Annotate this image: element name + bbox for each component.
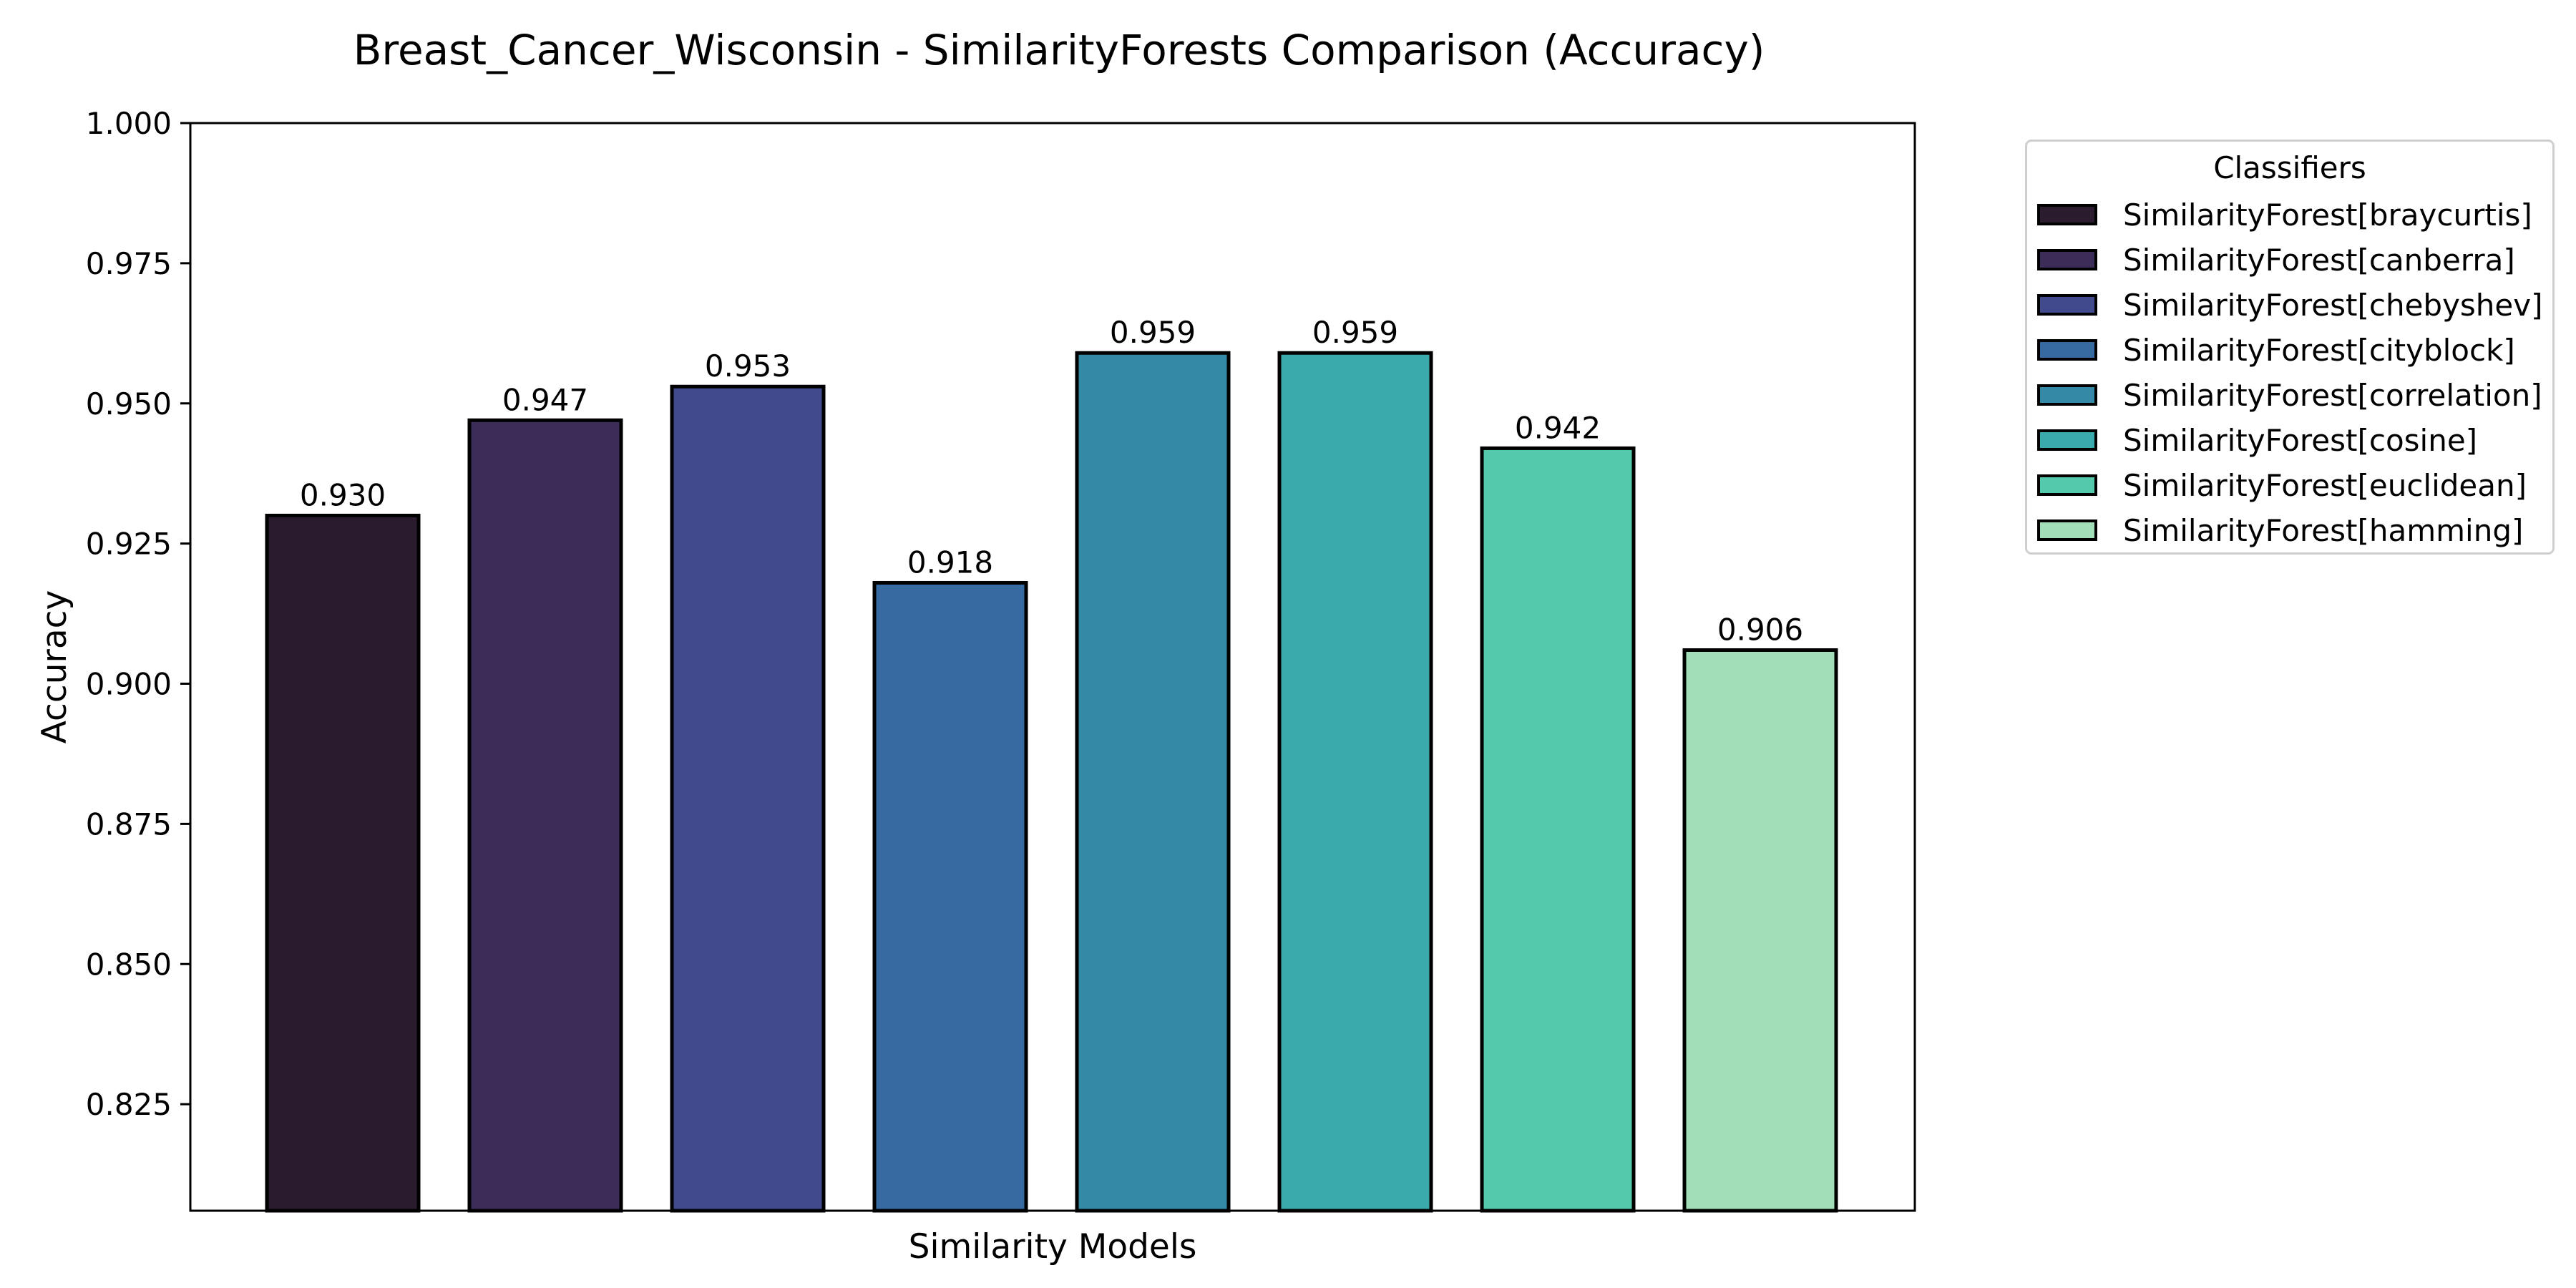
bar-value-label: 0.947: [502, 382, 588, 417]
legend-swatch: [2037, 429, 2097, 451]
bar-value-label: 0.906: [1717, 612, 1803, 647]
legend-item: SimilarityForest[cosine]: [2037, 422, 2477, 458]
legend-label: SimilarityForest[chebyshev]: [2123, 287, 2543, 323]
legend: Classifiers SimilarityForest[braycurtis]…: [2025, 140, 2555, 555]
bar: [1277, 351, 1433, 1213]
y-tick-label: 0.825: [86, 1087, 172, 1122]
legend-title: Classifiers: [2213, 150, 2366, 185]
legend-swatch: [2037, 249, 2097, 270]
bar: [1682, 648, 1838, 1213]
y-tick-label: 0.900: [86, 667, 172, 702]
legend-swatch: [2037, 519, 2097, 541]
bar: [1075, 351, 1231, 1213]
bar-value-label: 0.918: [907, 545, 993, 580]
legend-swatch: [2037, 339, 2097, 361]
legend-item: SimilarityForest[euclidean]: [2037, 467, 2527, 503]
bar: [872, 580, 1028, 1213]
bar-value-label: 0.959: [1110, 315, 1196, 350]
legend-item: SimilarityForest[chebyshev]: [2037, 287, 2543, 323]
legend-swatch: [2037, 204, 2097, 225]
bar: [670, 384, 826, 1213]
y-axis-label: Accuracy: [35, 590, 74, 744]
chart-title: Breast_Cancer_Wisconsin - SimilarityFore…: [353, 26, 1765, 74]
x-axis-label: Similarity Models: [909, 1227, 1197, 1267]
legend-item: SimilarityForest[cityblock]: [2037, 332, 2515, 368]
plot-area-frame: [189, 122, 1916, 1212]
bar-value-label: 0.930: [300, 477, 386, 512]
legend-swatch: [2037, 294, 2097, 316]
legend-swatch: [2037, 384, 2097, 406]
bar-value-label: 0.959: [1312, 315, 1398, 350]
y-tick-label: 0.850: [86, 947, 172, 982]
bar-value-labels: 0.930 0.947 0.953 0.918 0.959 0.959 0.942 0.906: [300, 315, 1803, 647]
legend-label: SimilarityForest[braycurtis]: [2123, 197, 2532, 233]
legend-label: SimilarityForest[cosine]: [2123, 422, 2478, 458]
legend-label: SimilarityForest[hamming]: [2123, 512, 2524, 548]
bars-layer: [265, 351, 1838, 1213]
legend-label: SimilarityForest[canberra]: [2123, 242, 2515, 278]
y-tick-label: 0.950: [86, 386, 172, 421]
bar-value-label: 0.953: [705, 348, 791, 384]
y-axis-ticks: 0.825 0.850 0.875 0.900 0.925 0.950 0.975 1.000: [86, 106, 190, 1122]
legend-swatch: [2037, 474, 2097, 496]
y-tick-label: 0.975: [86, 246, 172, 281]
bar: [1480, 446, 1636, 1213]
legend-label: SimilarityForest[euclidean]: [2123, 467, 2527, 503]
bar: [265, 513, 421, 1213]
legend-item: SimilarityForest[correlation]: [2037, 377, 2542, 413]
legend-item: SimilarityForest[canberra]: [2037, 242, 2515, 278]
legend-label: SimilarityForest[correlation]: [2123, 377, 2542, 413]
y-tick-label: 0.925: [86, 527, 172, 562]
y-tick-label: 0.875: [86, 806, 172, 841]
y-tick-label: 1.000: [86, 106, 172, 141]
bar: [467, 418, 623, 1213]
legend-item: SimilarityForest[hamming]: [2037, 512, 2523, 548]
bar-value-label: 0.942: [1515, 410, 1601, 445]
legend-item: SimilarityForest[braycurtis]: [2037, 197, 2532, 233]
legend-label: SimilarityForest[cityblock]: [2123, 332, 2515, 368]
